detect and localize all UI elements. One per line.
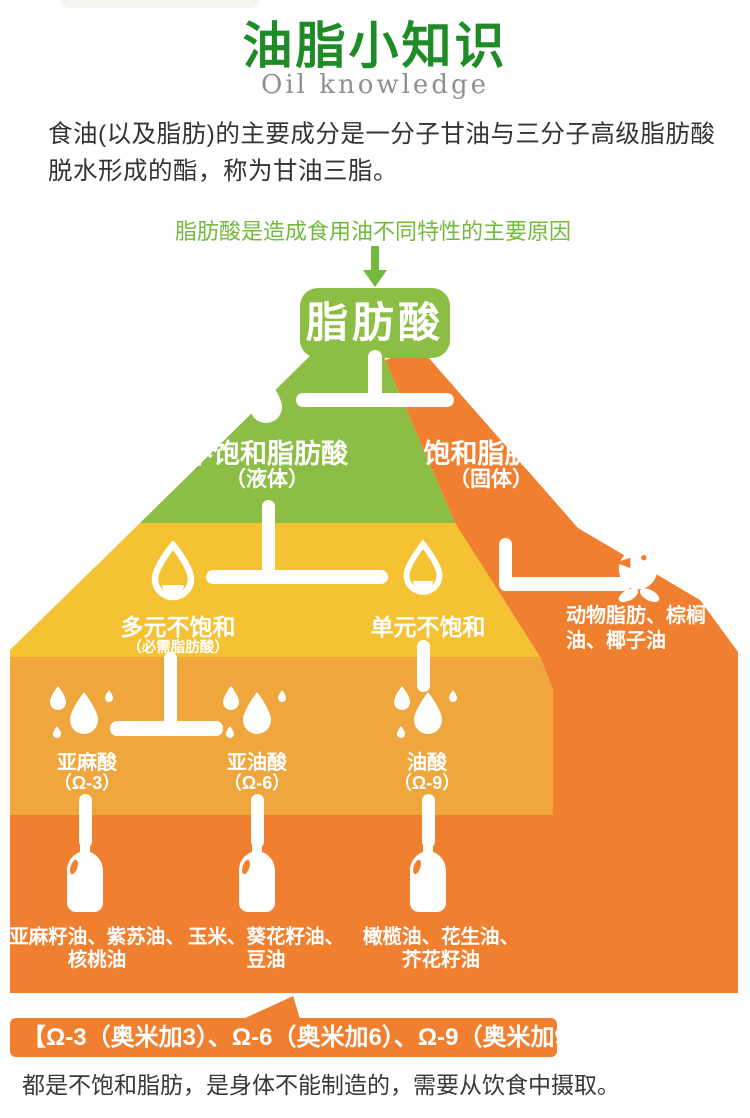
animal-fat-line-2: 油、椰子油 [566, 630, 666, 652]
down-arrow-head-icon [363, 270, 387, 287]
intro-paragraph: 食油(以及脂肪)的主要成分是一分子甘油与三分子高级脂肪酸 脱水形成的酯，称为甘油… [48, 116, 715, 190]
oil-bottle-omega6-icon [239, 843, 275, 912]
animal-fat-label: 动物脂肪、棕榈 油、椰子油 [566, 604, 706, 654]
callout-text: 【Ω-3（奥米加3）、Ω-6（奥米加6）、Ω-9（奥米加9）】 [22, 1024, 604, 1051]
root-node: 脂肪酸 [300, 288, 450, 358]
droplet-cluster-omega6-icon [223, 686, 286, 738]
omega6-oils-line-1: 玉米、葵花籽油、 [187, 926, 345, 948]
fatty-acid-note: 脂肪酸是造成食用油不同特性的主要原因 [174, 219, 572, 244]
bird-and-leaves-icon [615, 547, 660, 603]
connector-poly-bar [110, 721, 223, 736]
outlined-droplet-poly-icon [151, 541, 195, 601]
page-title: 油脂小知识 [242, 16, 508, 75]
saturated-sublabel: （固体） [449, 468, 533, 491]
outlined-droplet-mono-icon [403, 540, 443, 595]
poly-unsaturated-sublabel: （必需脂肪酸） [127, 640, 229, 656]
omega9-name: 油酸 [407, 752, 447, 774]
omega9-oils: 橄榄油、花生油、 芥花籽油 [363, 926, 519, 972]
animal-fat-line-1: 动物脂肪、棕榈 [566, 605, 706, 627]
omega3-symbol: （Ω-3） [53, 773, 121, 793]
mono-unsaturated-label: 单元不饱和 [370, 614, 486, 640]
omega3-name: 亚麻酸 [57, 752, 117, 774]
unsaturated-label: 不饱和脂肪酸 [186, 439, 348, 469]
connector-omega3-stem [79, 794, 92, 848]
omega6-name: 亚油酸 [227, 752, 287, 774]
connector-root-bar [296, 393, 454, 407]
omega6-oils-line-2: 豆油 [246, 949, 286, 971]
intro-line-2: 脱水形成的酯，称为甘油三脂。 [48, 158, 398, 185]
oil-bottle-omega9-icon [410, 843, 446, 912]
diamond-icon [469, 376, 517, 424]
connector-unsaturated-bar [206, 570, 388, 584]
unsaturated-sublabel: （液体） [225, 468, 309, 491]
oil-bottle-omega3-icon [67, 843, 103, 912]
omega6-symbol: （Ω-6） [223, 773, 291, 793]
callout-tail [243, 996, 300, 1019]
connector-poly-stem [164, 652, 177, 736]
connector-saturated-horizontal [499, 577, 631, 591]
connector-unsaturated-stem [262, 500, 275, 580]
omega3-oils-line-1: 亚麻籽油、紫苏油、 [9, 926, 185, 948]
droplet-icon [250, 376, 282, 423]
saturated-label: 饱和脂肪酸 [423, 439, 559, 469]
callout-box: 【Ω-3（奥米加3）、Ω-6（奥米加6）、Ω-9（奥米加9）】 [10, 1018, 604, 1057]
omega9-oils-line-1: 橄榄油、花生油、 [362, 926, 520, 948]
connector-omega9-stem [422, 794, 435, 848]
root-node-label: 脂肪酸 [305, 299, 445, 346]
omega6-oils: 玉米、葵花籽油、 豆油 [188, 926, 344, 972]
connector-mono-stem [417, 640, 430, 692]
connector-omega6-stem [251, 794, 264, 848]
down-arrow-icon [371, 246, 379, 272]
intro-line-1: 食油(以及脂肪)的主要成分是一分子甘油与三分子高级脂肪酸 [48, 121, 716, 148]
droplet-cluster-omega3-icon [50, 686, 113, 738]
poly-unsaturated-label: 多元不饱和 [120, 614, 236, 640]
omega3-oils-line-2: 核桃油 [67, 949, 127, 971]
omega9-symbol: （Ω-9） [393, 773, 461, 793]
omega3-oils: 亚麻籽油、紫苏油、 核桃油 [9, 926, 185, 972]
previous-section-fragment [60, 0, 260, 8]
connector-root-stem [368, 350, 382, 403]
footer-note: 都是不饱和脂肪，是身体不能制造的，需要从饮食中摄取。 [22, 1072, 620, 1098]
page-subtitle: Oil knowledge [261, 70, 489, 100]
omega9-oils-line-2: 芥花籽油 [401, 949, 481, 971]
droplet-cluster-omega9-icon [394, 686, 457, 738]
